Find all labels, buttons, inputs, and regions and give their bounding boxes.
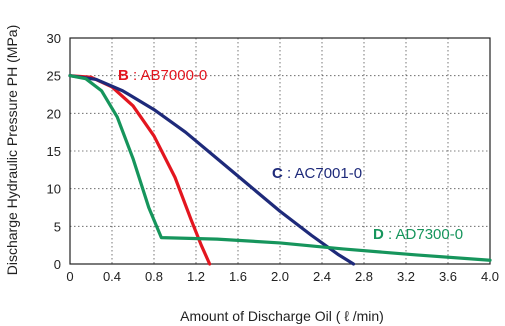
series-name: AB7000-0 [141,67,208,84]
series-letter: B [118,67,129,84]
y-tick-label: 10 [47,182,61,197]
y-tick-label: 20 [47,106,61,121]
x-tick-label: 2.0 [271,269,289,284]
y-tick-label: 25 [47,69,61,84]
series-line-b [68,74,212,266]
x-tick-label: 0.4 [103,269,121,284]
x-tick-label: 0.8 [145,269,163,284]
series-label-c: C : AC7001-0 [272,165,362,182]
series-separator: : [384,226,396,243]
series-label-b: B : AB7000-0 [118,67,207,84]
series-line-c [68,74,356,266]
y-tick-label: 0 [54,257,61,272]
tick-labels: 0 0.4 0.8 1.2 1.6 2.0 2.4 2.8 3.2 3.6 4.0 0 5 10 15 20 2… [47,31,500,284]
x-tick-label: 1.6 [229,269,247,284]
y-tick-label: 30 [47,31,61,46]
x-tick-label: 3.6 [439,269,457,284]
series-separator: : [129,67,141,84]
series-line-d [68,74,492,262]
x-tick-label: 2.4 [313,269,331,284]
series-label-d: D : AD7300-0 [373,226,463,243]
x-tick-label: 3.2 [397,269,415,284]
x-axis-title: Amount of Discharge Oil ( ℓ /min) [180,308,384,324]
series-labels: B : AB7000-0 C : AC7001-0 D : AD7300-0 [118,67,463,243]
series-separator: : [283,165,295,182]
x-tick-label: 0 [66,269,73,284]
x-tick-label: 2.8 [355,269,373,284]
series-name: AD7300-0 [396,226,464,243]
x-tick-label: 1.2 [187,269,205,284]
series-letter: D [373,226,384,243]
x-tick-label: 4.0 [481,269,499,284]
y-tick-label: 5 [54,219,61,234]
series-letter: C [272,165,283,182]
plot-frame [69,37,491,265]
y-tick-label: 15 [47,144,61,159]
grid [69,37,491,265]
y-axis-title: Discharge Hydraulic Pressure PH (MPa) [4,25,20,276]
series-lines [68,74,492,266]
series-name: AC7001-0 [295,165,363,182]
